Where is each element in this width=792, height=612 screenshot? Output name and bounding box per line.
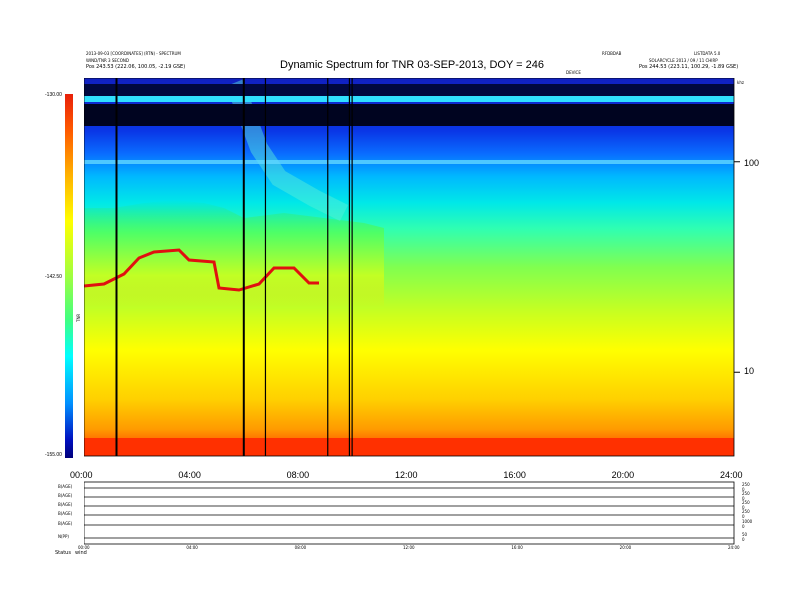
colorbar-label-bottom: -155.00: [45, 452, 62, 458]
status-value: wind: [75, 550, 87, 556]
colorbar-label-top: -130.00: [45, 92, 62, 98]
lower-panel-right-bottom: 0: [742, 524, 745, 529]
lower-panel-right-top: 50: [742, 532, 748, 537]
lower-panel-right-bottom: 0: [742, 496, 745, 501]
x-tick-label: 08:00: [286, 470, 310, 480]
x-tick-label: 20:00: [611, 470, 635, 480]
lower-x-tick-label: 00:00: [78, 545, 90, 550]
red-floor: [84, 438, 734, 456]
top-right-file: SOLARCYCLE 2013 / 09 / 11 CHIRP: [649, 58, 718, 63]
top-left-pos: Pos 243.53 (222.06, 100.05, -2.19 GSE): [86, 64, 186, 70]
lower-x-tick-label: 24:00: [728, 545, 740, 550]
x-tick-label: 04:00: [178, 470, 201, 480]
lower-panel-right-bottom: 0: [742, 537, 745, 542]
y-tick-label-10: 10: [744, 366, 755, 376]
gap-lines: [115, 78, 353, 456]
top-right-pos: Pos 244.53 (223.11, 100.29, -1.89 GSE): [639, 64, 739, 70]
colorbar-label-mid: -142.50: [45, 274, 62, 280]
lower-x-tick-label: 16:00: [511, 545, 523, 550]
lower-panel-label: B(AGE): [58, 511, 73, 516]
lower-panels: [84, 481, 735, 545]
lower-panel-right-bottom: 0: [742, 514, 745, 519]
colorbar-side-label: TNR: [76, 313, 81, 322]
bright-line-lower: [84, 160, 734, 164]
x-tick-label: 24:00: [720, 470, 743, 480]
corner-mark: khz: [737, 80, 744, 85]
status-label: Status: [55, 550, 71, 556]
chart-title: Dynamic Spectrum for TNR 03-SEP-2013, DO…: [280, 59, 545, 71]
spectrogram: [84, 78, 740, 457]
lower-panel-right-top: 250: [742, 500, 750, 505]
red-emission-trace: [84, 248, 319, 292]
dark-band: [84, 104, 734, 126]
top-left-line1: 2013-09-03 [COORDINATES] (RTN) - SPECTRU…: [86, 51, 181, 56]
colorbar: [65, 94, 73, 458]
lower-panel-label: B(AGE): [58, 484, 73, 489]
y-axis-ticks: [734, 161, 740, 373]
top-right-code: RFDBDAB: [602, 51, 622, 56]
x-tick-label: 12:00: [395, 470, 418, 480]
top-left-line2: WIND/TNR 3 SECOND: [86, 58, 129, 63]
bright-line-upper: [84, 96, 734, 102]
lower-panel-label: B(AGE): [58, 493, 73, 498]
lower-panel-right-top: 250: [742, 491, 750, 496]
lower-panel-right-bottom: 0: [742, 487, 745, 492]
lower-x-tick-label: 20:00: [619, 545, 632, 550]
plot-frame: [84, 78, 735, 457]
top-right-version: LISTDATA 5.0: [694, 51, 721, 56]
lower-panel-right-bottom: 0: [742, 505, 745, 510]
lower-x-tick-label: 04:00: [186, 545, 198, 550]
x-tick-label: 16:00: [503, 470, 526, 480]
top-mid-marker: DEVICE: [566, 70, 581, 75]
dark-band-top: [84, 84, 734, 96]
lower-x-tick-label: 08:00: [294, 545, 307, 550]
x-tick-label: 00:00: [70, 470, 93, 480]
y-tick-label-100: 100: [744, 158, 760, 168]
lower-panel-label: B(AGE): [58, 502, 73, 507]
lower-panel-label: B(AGE): [58, 521, 73, 526]
lower-panel-right-top: 250: [742, 482, 750, 487]
lower-panel-frame: [84, 481, 735, 545]
lower-x-tick-label: 12:00: [403, 545, 415, 550]
lower-panel-right-top: 1000: [742, 519, 753, 524]
lower-panel-label: N(PP): [58, 534, 69, 539]
lower-panel-right-top: 250: [742, 509, 750, 514]
